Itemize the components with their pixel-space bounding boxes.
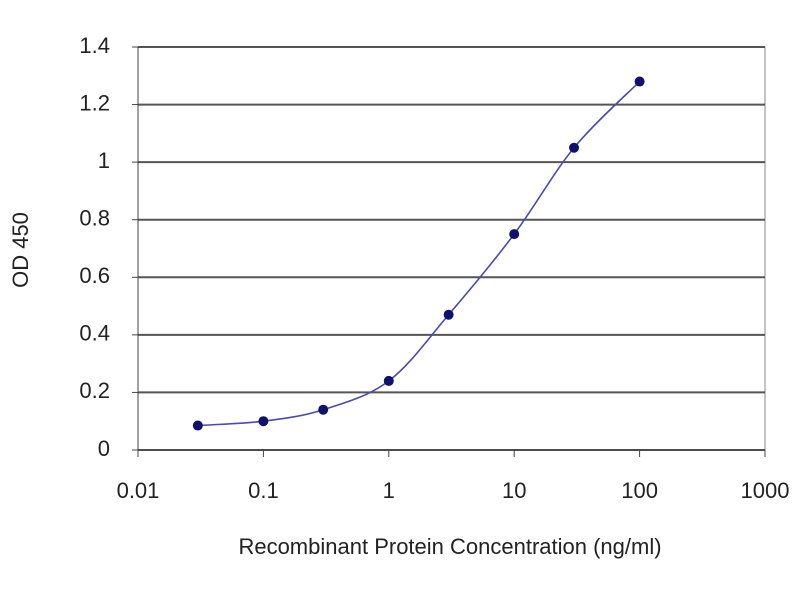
- data-point: [258, 416, 269, 427]
- y-tick-label: 1.2: [79, 90, 110, 115]
- x-tick-label: 0.1: [248, 478, 279, 503]
- data-point: [383, 375, 394, 386]
- y-tick-label: 0.8: [79, 206, 110, 231]
- data-point: [318, 404, 329, 415]
- x-tick-label: 1000: [741, 478, 790, 503]
- data-point: [634, 76, 645, 87]
- data-point: [443, 309, 454, 320]
- y-tick-label: 0.4: [79, 321, 110, 346]
- x-axis-label: Recombinant Protein Concentration (ng/ml…: [238, 534, 661, 559]
- data-line: [197, 80, 641, 427]
- x-tick-label: 1: [383, 478, 395, 503]
- x-tick-label: 10: [502, 478, 526, 503]
- data-point: [569, 142, 580, 153]
- y-tick-label: 1: [98, 148, 110, 173]
- x-tick-label: 0.01: [117, 478, 160, 503]
- data-point: [192, 420, 203, 431]
- y-tick-label: 0: [98, 436, 110, 461]
- y-tick-label: 1.4: [79, 33, 110, 58]
- y-tick-label: 0.2: [79, 378, 110, 403]
- y-axis-label: OD 450: [8, 212, 33, 288]
- x-tick-label: 100: [621, 478, 658, 503]
- plot-area: [137, 46, 766, 451]
- y-tick-label: 0.6: [79, 263, 110, 288]
- data-point: [509, 229, 520, 240]
